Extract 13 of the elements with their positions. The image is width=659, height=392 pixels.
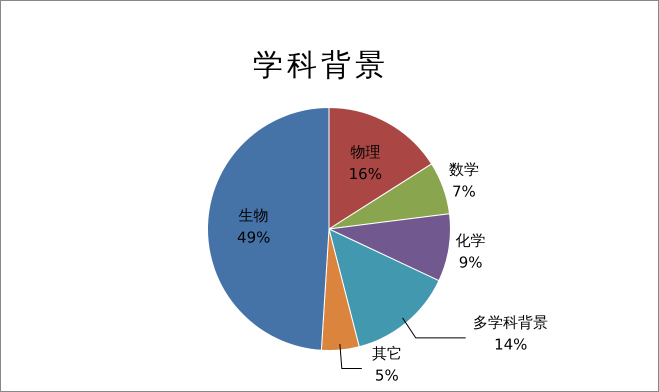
data-label: 5%	[374, 366, 399, 384]
slice-label: 其它	[372, 344, 402, 362]
data-label: 7%	[452, 182, 476, 200]
slice-label: 数学	[448, 160, 479, 178]
slice-label: 物理	[350, 142, 380, 161]
slice-label: 生物	[238, 206, 269, 225]
data-label: 9%	[458, 253, 483, 272]
slice-label: 化学	[456, 231, 486, 250]
data-label: 14%	[494, 336, 528, 354]
slice-label: 多学科背景	[473, 314, 548, 332]
data-label: 16%	[348, 164, 382, 183]
data-label: 49%	[237, 228, 270, 247]
chart-title: 学科背景	[252, 47, 390, 85]
